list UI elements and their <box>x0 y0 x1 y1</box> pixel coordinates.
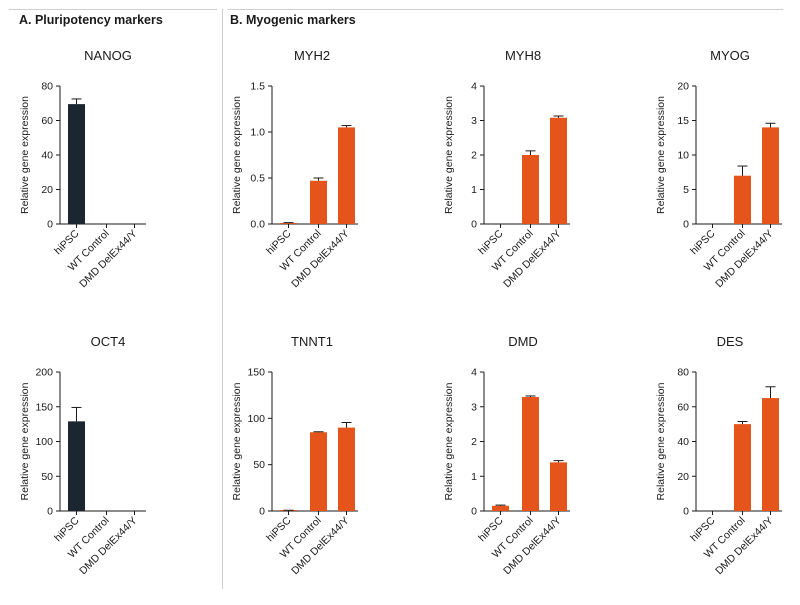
y-tick-label: 10 <box>677 150 689 162</box>
chart-title: MYOG <box>710 48 750 63</box>
bar-wt-control <box>522 397 539 511</box>
y-tick-label: 0 <box>471 506 477 518</box>
chart-title: MYH2 <box>294 48 330 63</box>
bar-wt-control <box>310 180 327 224</box>
y-tick-label: 1.5 <box>250 81 265 93</box>
y-tick-label: 1.0 <box>250 127 265 139</box>
y-tick-label: 1 <box>471 184 477 196</box>
bar-dmd-delex44-y <box>762 398 779 511</box>
y-tick-label: 0 <box>471 219 477 231</box>
y-axis-label: Relative gene expression <box>655 382 667 500</box>
y-tick-label: 2 <box>471 436 477 448</box>
y-tick-label: 20 <box>677 81 689 93</box>
bar-dmd-delex44-y <box>550 462 567 511</box>
y-tick-label: 1 <box>471 471 477 483</box>
y-axis-label: Relative gene expression <box>19 382 31 500</box>
y-tick-label: 20 <box>677 471 689 483</box>
chart-myh2: MYH2 Relative gene expression 0.0 0.5 1.0 1.5… <box>231 48 358 290</box>
y-tick-label: 0 <box>47 506 53 518</box>
y-tick-label: 100 <box>35 436 53 448</box>
y-tick-label: 20 <box>41 184 53 196</box>
bar-wt-control <box>310 432 327 511</box>
section-title-myogenic: B. Myogenic markers <box>230 13 356 27</box>
y-tick-label: 0.0 <box>250 219 265 231</box>
bar-hipsc <box>68 104 85 224</box>
chart-title: DES <box>717 334 744 349</box>
bar-wt-control <box>734 175 751 224</box>
chart-title: TNNT1 <box>291 334 333 349</box>
y-tick-label: 5 <box>683 184 689 196</box>
y-tick-label: 80 <box>677 367 689 379</box>
y-tick-label: 0 <box>683 219 689 231</box>
y-tick-label: 150 <box>35 401 53 413</box>
y-tick-label: 3 <box>471 401 477 413</box>
bar-hipsc <box>68 421 85 511</box>
y-axis-label: Relative gene expression <box>443 96 455 214</box>
bar-wt-control <box>522 155 539 224</box>
chart-title: NANOG <box>84 48 132 63</box>
y-tick-label: 50 <box>253 459 265 471</box>
y-tick-label: 60 <box>677 401 689 413</box>
y-axis-label: Relative gene expression <box>231 382 243 500</box>
bar-dmd-delex44-y <box>338 427 355 511</box>
y-tick-label: 40 <box>677 436 689 448</box>
bar-hipsc <box>280 223 297 224</box>
y-tick-label: 150 <box>247 367 265 379</box>
y-tick-label: 4 <box>471 81 477 93</box>
y-tick-label: 200 <box>35 367 53 379</box>
y-tick-label: 4 <box>471 367 477 379</box>
y-tick-label: 15 <box>677 115 689 127</box>
bar-hipsc <box>492 505 509 511</box>
bar-wt-control <box>734 424 751 511</box>
top-rule-a <box>9 9 217 10</box>
y-tick-label: 50 <box>41 471 53 483</box>
y-tick-label: 2 <box>471 150 477 162</box>
chart-oct4: OCT4 Relative gene expression 0 50 100 150 200… <box>19 334 146 577</box>
chart-title: OCT4 <box>91 334 126 349</box>
y-axis-label: Relative gene expression <box>655 96 667 214</box>
bar-dmd-delex44-y <box>338 127 355 224</box>
y-tick-label: 80 <box>41 81 53 93</box>
section-divider <box>222 9 223 589</box>
top-rule-b <box>228 9 783 10</box>
chart-title: MYH8 <box>505 48 541 63</box>
y-tick-label: 60 <box>41 115 53 127</box>
y-tick-label: 100 <box>247 413 265 425</box>
y-tick-label: 0 <box>683 506 689 518</box>
bar-dmd-delex44-y <box>550 117 567 224</box>
y-tick-label: 0.5 <box>250 173 265 185</box>
y-axis-label: Relative gene expression <box>19 96 31 214</box>
chart-title: DMD <box>508 334 538 349</box>
section-title-pluripotency: A. Pluripotency markers <box>19 13 163 27</box>
y-tick-label: 0 <box>259 506 265 518</box>
y-axis-label: Relative gene expression <box>443 382 455 500</box>
y-tick-label: 0 <box>47 219 53 231</box>
y-axis-label: Relative gene expression <box>231 96 243 214</box>
y-tick-label: 40 <box>41 150 53 162</box>
bar-dmd-delex44-y <box>762 127 779 224</box>
y-tick-label: 3 <box>471 115 477 127</box>
